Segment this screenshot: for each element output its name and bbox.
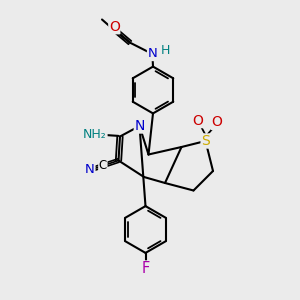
Text: O: O (212, 116, 222, 129)
Text: F: F (141, 261, 150, 276)
Text: C: C (99, 159, 107, 172)
Text: N: N (134, 119, 145, 133)
Text: N: N (148, 47, 157, 61)
Text: NH₂: NH₂ (83, 128, 107, 141)
Text: S: S (201, 134, 210, 148)
Text: O: O (193, 114, 203, 128)
Text: N: N (85, 164, 95, 176)
Text: H: H (160, 44, 170, 57)
Text: O: O (109, 20, 120, 34)
